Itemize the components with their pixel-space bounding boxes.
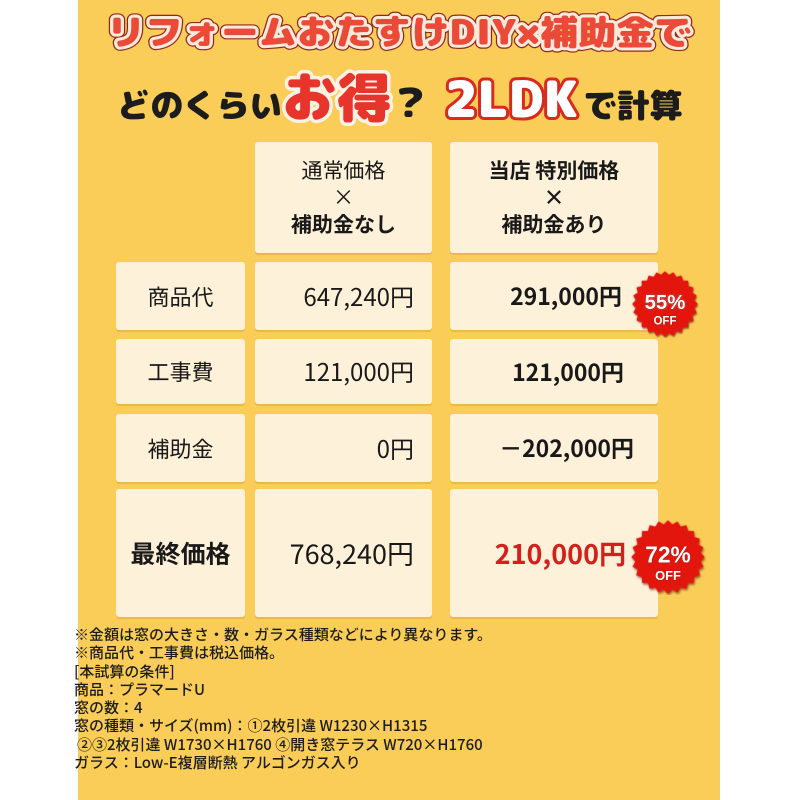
svg-text:55%: 55%	[645, 292, 686, 314]
svg-text:OFF: OFF	[653, 315, 676, 327]
svg-text:72%: 72%	[645, 541, 691, 567]
svg-text:OFF: OFF	[655, 568, 681, 583]
